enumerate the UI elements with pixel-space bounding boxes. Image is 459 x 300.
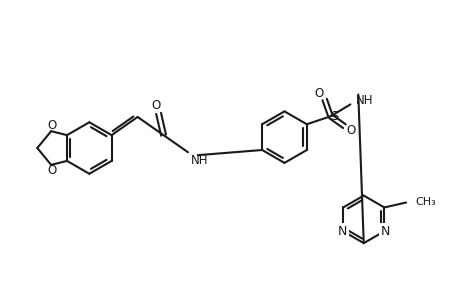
Text: O: O <box>151 99 160 112</box>
Text: O: O <box>313 87 323 100</box>
Text: CH₃: CH₃ <box>414 196 435 206</box>
Text: O: O <box>346 124 355 137</box>
Text: N: N <box>380 225 389 238</box>
Text: O: O <box>47 164 56 177</box>
Text: NH: NH <box>356 94 373 107</box>
Text: N: N <box>337 225 346 238</box>
Text: O: O <box>47 119 56 132</box>
Text: S: S <box>330 110 338 123</box>
Text: NH: NH <box>190 154 208 166</box>
